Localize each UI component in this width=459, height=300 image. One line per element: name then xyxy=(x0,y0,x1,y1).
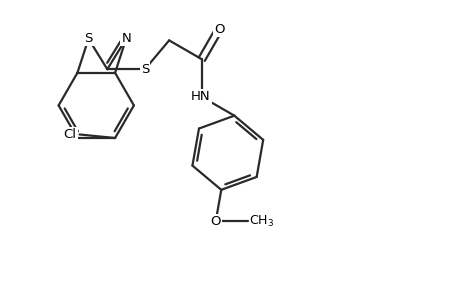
Text: O: O xyxy=(213,23,224,36)
Text: N: N xyxy=(121,32,131,45)
Text: HN: HN xyxy=(190,90,210,103)
Text: Cl: Cl xyxy=(63,128,76,141)
Text: S: S xyxy=(140,63,149,76)
Text: CH$_3$: CH$_3$ xyxy=(248,214,273,229)
Text: O: O xyxy=(210,215,220,228)
Text: S: S xyxy=(84,32,92,45)
